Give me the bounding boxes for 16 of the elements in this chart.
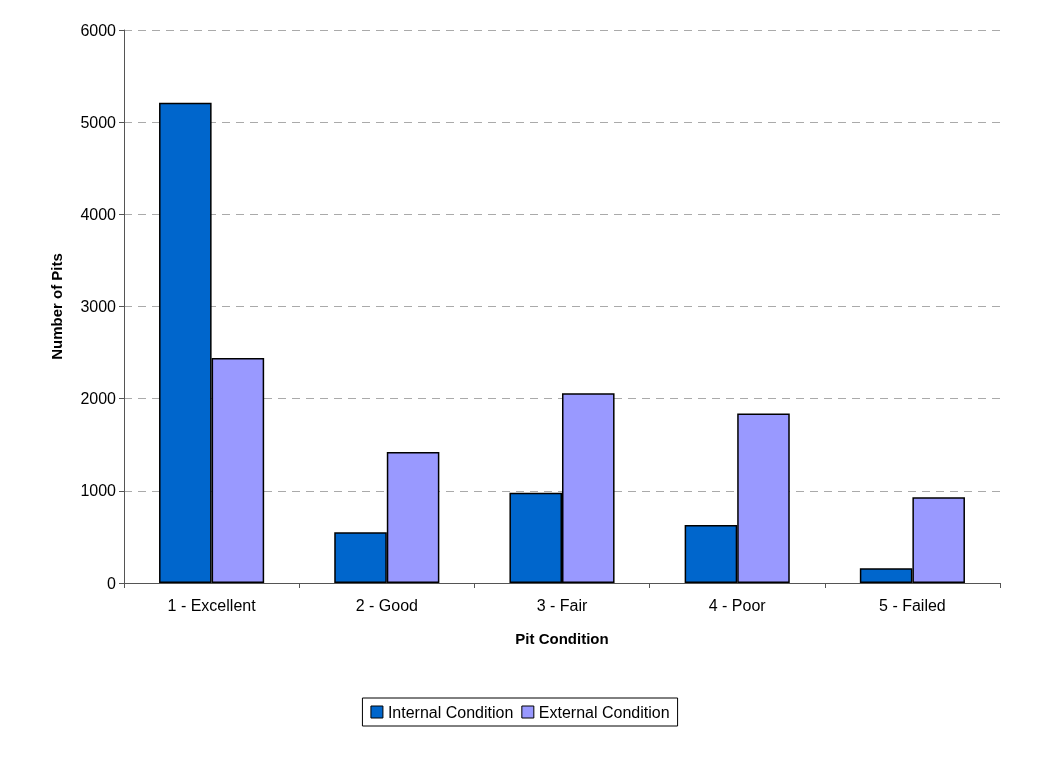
y-axis-title: Number of Pits [48, 253, 65, 360]
y-tick-label: 4000 [80, 205, 117, 223]
y-tick-label: 0 [107, 574, 117, 592]
x-tick-label: 1 - Excellent [167, 596, 257, 614]
y-tick-label: 2000 [80, 390, 117, 408]
x-tick-label: 3 - Fair [536, 596, 589, 614]
x-tick-label: 4 - Poor [708, 596, 767, 614]
y-tick-label: 5000 [80, 113, 117, 131]
x-axis-title: Pit Condition [515, 630, 609, 647]
legend-label: Internal Condition [387, 703, 514, 721]
legend-label: External Condition [538, 703, 670, 721]
y-tick-label: 6000 [80, 21, 117, 39]
y-tick-label: 1000 [80, 482, 117, 500]
y-tick-label: 3000 [80, 298, 117, 315]
x-tick-label: 5 - Failed [879, 596, 946, 614]
x-tick-label: 2 - Good [355, 596, 418, 614]
